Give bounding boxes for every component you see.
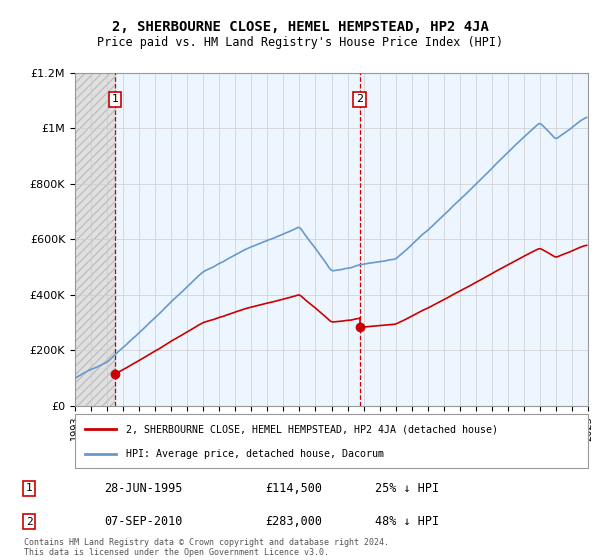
Bar	[75, 73, 115, 406]
Text: £114,500: £114,500	[265, 482, 322, 495]
Text: 48% ↓ HPI: 48% ↓ HPI	[375, 515, 439, 528]
Text: Price paid vs. HM Land Registry's House Price Index (HPI): Price paid vs. HM Land Registry's House …	[97, 36, 503, 49]
Text: £283,000: £283,000	[265, 515, 322, 528]
Text: 2, SHERBOURNE CLOSE, HEMEL HEMPSTEAD, HP2 4JA (detached house): 2, SHERBOURNE CLOSE, HEMEL HEMPSTEAD, HP…	[127, 424, 499, 435]
Text: 2: 2	[26, 516, 32, 526]
Text: 2: 2	[356, 95, 363, 105]
Text: 28-JUN-1995: 28-JUN-1995	[104, 482, 182, 495]
Text: Contains HM Land Registry data © Crown copyright and database right 2024.
This d: Contains HM Land Registry data © Crown c…	[24, 538, 389, 557]
Text: 25% ↓ HPI: 25% ↓ HPI	[375, 482, 439, 495]
Bar	[115, 73, 588, 406]
FancyBboxPatch shape	[75, 414, 588, 468]
Text: 2, SHERBOURNE CLOSE, HEMEL HEMPSTEAD, HP2 4JA: 2, SHERBOURNE CLOSE, HEMEL HEMPSTEAD, HP…	[112, 20, 488, 34]
Text: HPI: Average price, detached house, Dacorum: HPI: Average price, detached house, Daco…	[127, 449, 385, 459]
Text: 07-SEP-2010: 07-SEP-2010	[104, 515, 182, 528]
Bar	[75, 73, 115, 406]
Text: 1: 1	[112, 95, 119, 105]
Text: 1: 1	[26, 483, 32, 493]
